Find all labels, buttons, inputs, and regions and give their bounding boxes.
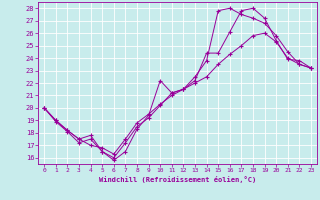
X-axis label: Windchill (Refroidissement éolien,°C): Windchill (Refroidissement éolien,°C) bbox=[99, 176, 256, 183]
